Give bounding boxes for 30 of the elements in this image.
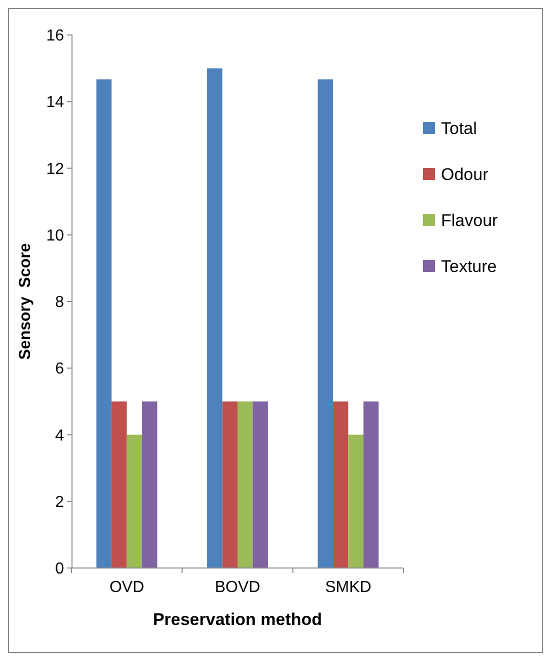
bar	[363, 401, 379, 568]
x-tick-label: SMKD	[325, 579, 372, 596]
y-tick-label: 16	[46, 28, 64, 45]
y-tick-label: 8	[55, 294, 64, 312]
bar	[252, 401, 268, 568]
y-tick-label: 2	[55, 494, 64, 511]
y-axis-title: Sensory Score	[17, 243, 34, 360]
bar	[318, 79, 333, 568]
legend-label: Texture	[441, 256, 497, 276]
y-tick-label: 14	[46, 94, 64, 112]
bar	[96, 79, 112, 568]
legend-label: Total	[441, 118, 477, 138]
legend-label: Odour	[441, 164, 489, 184]
bar	[112, 401, 127, 568]
bar	[348, 434, 364, 568]
bar	[332, 401, 348, 568]
bar	[207, 68, 222, 568]
bar	[142, 401, 158, 568]
bar	[238, 401, 253, 568]
legend-label: Flavour	[441, 210, 498, 230]
bar	[222, 401, 238, 568]
y-tick-label: 4	[55, 427, 64, 444]
x-tick-label: BOVD	[214, 579, 260, 596]
y-tick-label: 0	[55, 560, 64, 578]
y-tick-label: 10	[46, 227, 64, 244]
y-tick-label: 6	[55, 360, 64, 378]
x-axis-title: Preservation method	[152, 610, 322, 629]
y-tick-label: 12	[46, 160, 64, 178]
bar	[126, 434, 142, 568]
x-tick-label: OVD	[109, 579, 144, 596]
